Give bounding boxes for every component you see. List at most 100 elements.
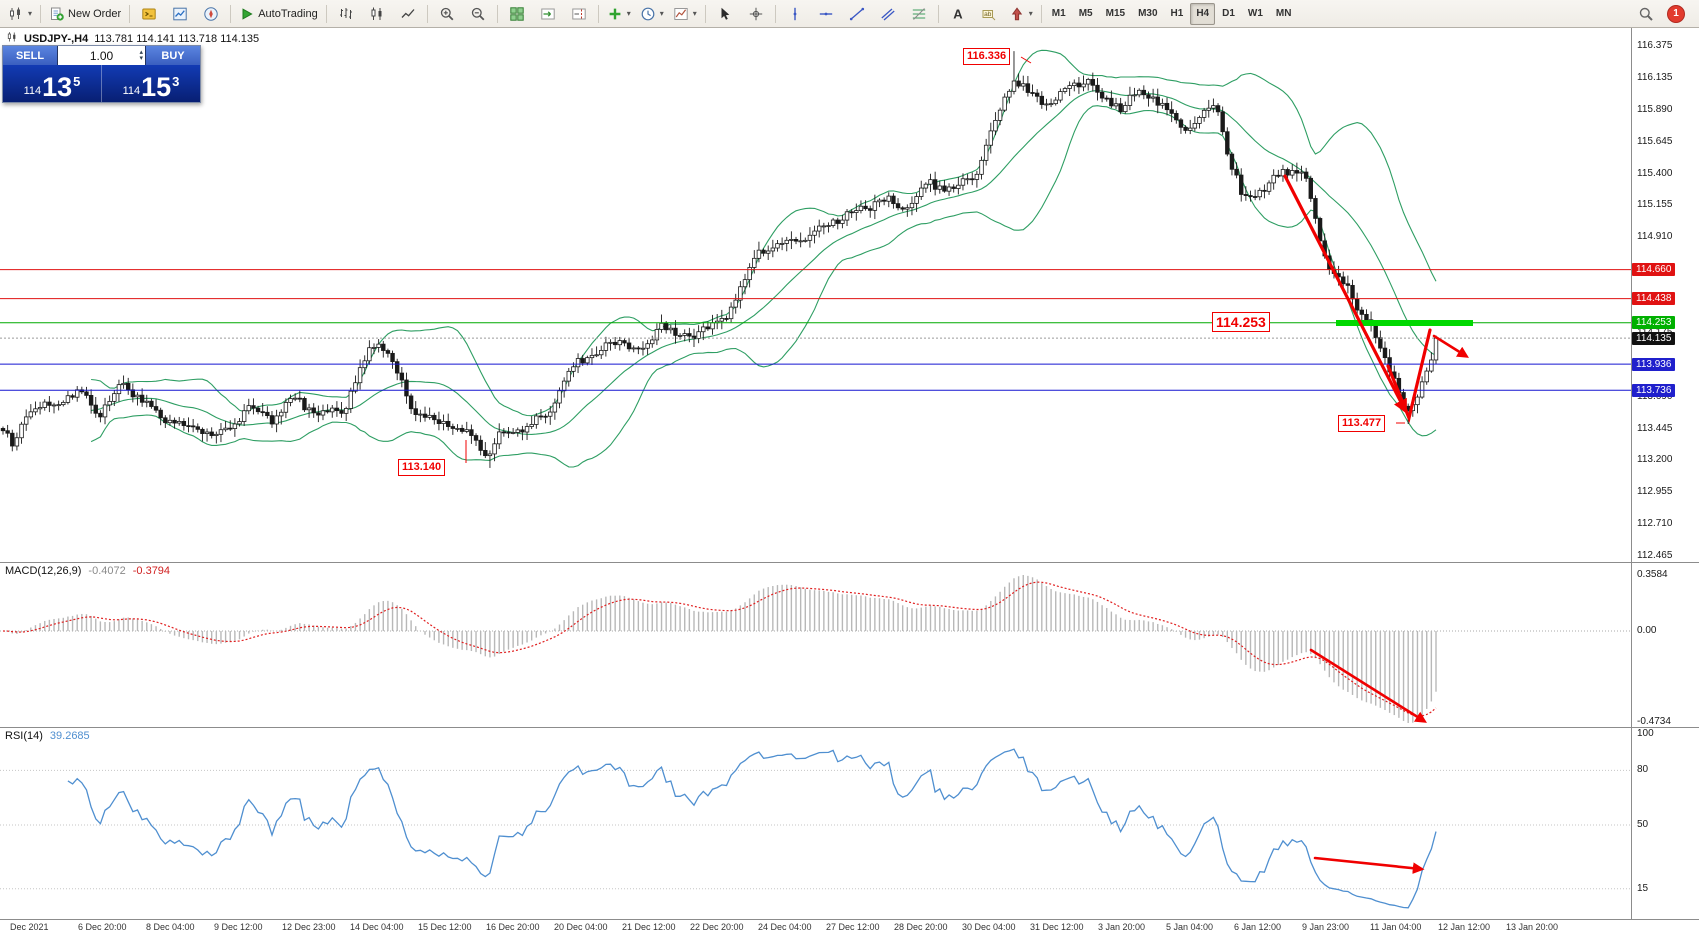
zoom-in-icon	[439, 6, 455, 22]
trend-arrow[interactable]	[1283, 174, 1407, 414]
text-label-icon: ab	[981, 6, 997, 22]
volume-down-icon[interactable]: ▾	[139, 54, 143, 62]
line-chart-button[interactable]	[393, 2, 423, 26]
bar-chart-button[interactable]	[331, 2, 361, 26]
horizontal-line-button[interactable]	[811, 2, 841, 26]
chart-mini-icon	[6, 31, 18, 46]
buy-price-fraction: 3	[172, 74, 180, 89]
rsi-name: RSI(14)	[5, 730, 43, 742]
periods-button[interactable]: ▾	[636, 2, 668, 26]
macd-value: -0.4072	[88, 565, 126, 577]
tile-windows-icon	[509, 6, 525, 22]
toolbar-separator	[597, 4, 599, 23]
price-panel[interactable]	[0, 49, 1439, 468]
macd-signal-line	[2, 581, 1437, 717]
channel-button[interactable]	[873, 2, 903, 26]
macd-name: MACD(12,26,9)	[5, 565, 82, 577]
bollinger-band	[90, 90, 1437, 435]
toolbar-separator	[496, 4, 498, 23]
shapes-button[interactable]: ▾	[1005, 2, 1037, 26]
timeframe-w1-button[interactable]: W1	[1247, 8, 1263, 19]
templates-button[interactable]: ▾	[669, 2, 701, 26]
green-zone-highlight[interactable]	[1336, 320, 1473, 326]
vertical-line-icon	[787, 6, 803, 22]
periods-icon	[640, 6, 656, 22]
timeframe-m5-button[interactable]: M5	[1078, 8, 1093, 19]
autotrading-label: AutoTrading	[258, 7, 318, 20]
chevron-down-icon: ▾	[626, 9, 631, 18]
timeframe-d1-button[interactable]: D1	[1222, 8, 1235, 19]
metaeditor-button[interactable]	[134, 2, 164, 26]
navigator-icon	[203, 6, 219, 22]
buy-button[interactable]: BUY	[146, 46, 200, 65]
tile-windows-button[interactable]	[502, 2, 532, 26]
autotrading-button[interactable]: AutoTrading	[235, 2, 322, 26]
fibonacci-icon	[911, 6, 927, 22]
search-icon	[1638, 6, 1654, 22]
crosshair-button[interactable]	[741, 2, 771, 26]
symbol-period: USDJPY-,H4	[24, 32, 89, 45]
text-label-button[interactable]: ab	[974, 2, 1004, 26]
chart-type-button[interactable]: ▾	[4, 2, 36, 26]
candlestick-chart-button[interactable]	[362, 2, 392, 26]
sell-price-pips: 13	[42, 72, 73, 102]
trend-arrow[interactable]	[1432, 334, 1469, 358]
sell-button[interactable]: SELL	[3, 46, 57, 65]
bollinger-band	[90, 105, 1437, 468]
timeframe-m15-button[interactable]: M15	[1105, 8, 1126, 19]
rsi-label: RSI(14) 39.2685	[5, 730, 90, 742]
alerts-badge[interactable]: 1	[1667, 4, 1685, 23]
timeframe-m30-button[interactable]: M30	[1138, 8, 1158, 19]
chart-info: USDJPY-,H4 113.781 114.141 113.718 114.1…	[6, 31, 259, 46]
toolbar-separator	[774, 4, 776, 23]
indicators-icon	[607, 6, 623, 22]
new-order-button[interactable]: New Order	[45, 2, 125, 26]
fibonacci-button[interactable]	[904, 2, 934, 26]
auto-scroll-icon	[540, 6, 556, 22]
text-button[interactable]: A	[943, 2, 973, 26]
rsi-line	[67, 748, 1437, 909]
sell-price-fraction: 5	[73, 74, 81, 89]
indicators-button[interactable]: ▾	[603, 2, 635, 26]
buy-price-integer: 114	[122, 85, 141, 97]
metaeditor-icon	[141, 6, 157, 22]
volume-input[interactable]: 1.00 ▴ ▾	[57, 46, 146, 65]
trend-arrow[interactable]	[1386, 328, 1432, 424]
trend-arrow[interactable]	[1313, 856, 1425, 874]
search-button[interactable]	[1631, 2, 1661, 26]
volume-up-icon[interactable]: ▴	[139, 48, 143, 56]
chevron-down-icon: ▾	[1028, 9, 1033, 18]
timeframe-h1-button[interactable]: H1	[1170, 8, 1184, 19]
trend-arrow[interactable]	[1309, 648, 1427, 723]
market-watch-button[interactable]	[165, 2, 195, 26]
chart-shift-button[interactable]	[564, 2, 594, 26]
zoom-out-icon	[470, 6, 486, 22]
sell-price-integer: 114	[23, 85, 42, 97]
navigator-button[interactable]	[196, 2, 226, 26]
trendline-icon	[849, 6, 865, 22]
zoom-in-button[interactable]	[432, 2, 462, 26]
one-click-trading-panel: SELL 1.00 ▴ ▾ BUY 114 13 5 114 15 3	[2, 45, 201, 103]
toolbar-separator	[937, 4, 939, 23]
market-watch-icon	[172, 6, 188, 22]
timeframe-mn-button[interactable]: MN	[1275, 8, 1292, 19]
macd-signal-value: -0.3794	[132, 565, 171, 577]
svg-text:A: A	[953, 6, 963, 21]
bar-chart-icon	[338, 6, 354, 22]
timeframe-h4-button[interactable]: H4	[1190, 2, 1216, 25]
chevron-down-icon: ▾	[659, 9, 664, 18]
chart-shift-icon	[571, 6, 587, 22]
trendline-button[interactable]	[842, 2, 872, 26]
price-divider	[101, 65, 102, 102]
vertical-line-button[interactable]	[780, 2, 810, 26]
auto-scroll-button[interactable]	[533, 2, 563, 26]
buy-price[interactable]: 114 15 3	[102, 65, 200, 102]
cursor-button[interactable]	[710, 2, 740, 26]
sell-price[interactable]: 114 13 5	[3, 65, 101, 102]
zoom-out-button[interactable]	[463, 2, 493, 26]
chart-type-icon	[8, 6, 24, 22]
timeframe-m1-button[interactable]: M1	[1051, 8, 1066, 19]
toolbar-right-group: 1	[1631, 2, 1685, 26]
